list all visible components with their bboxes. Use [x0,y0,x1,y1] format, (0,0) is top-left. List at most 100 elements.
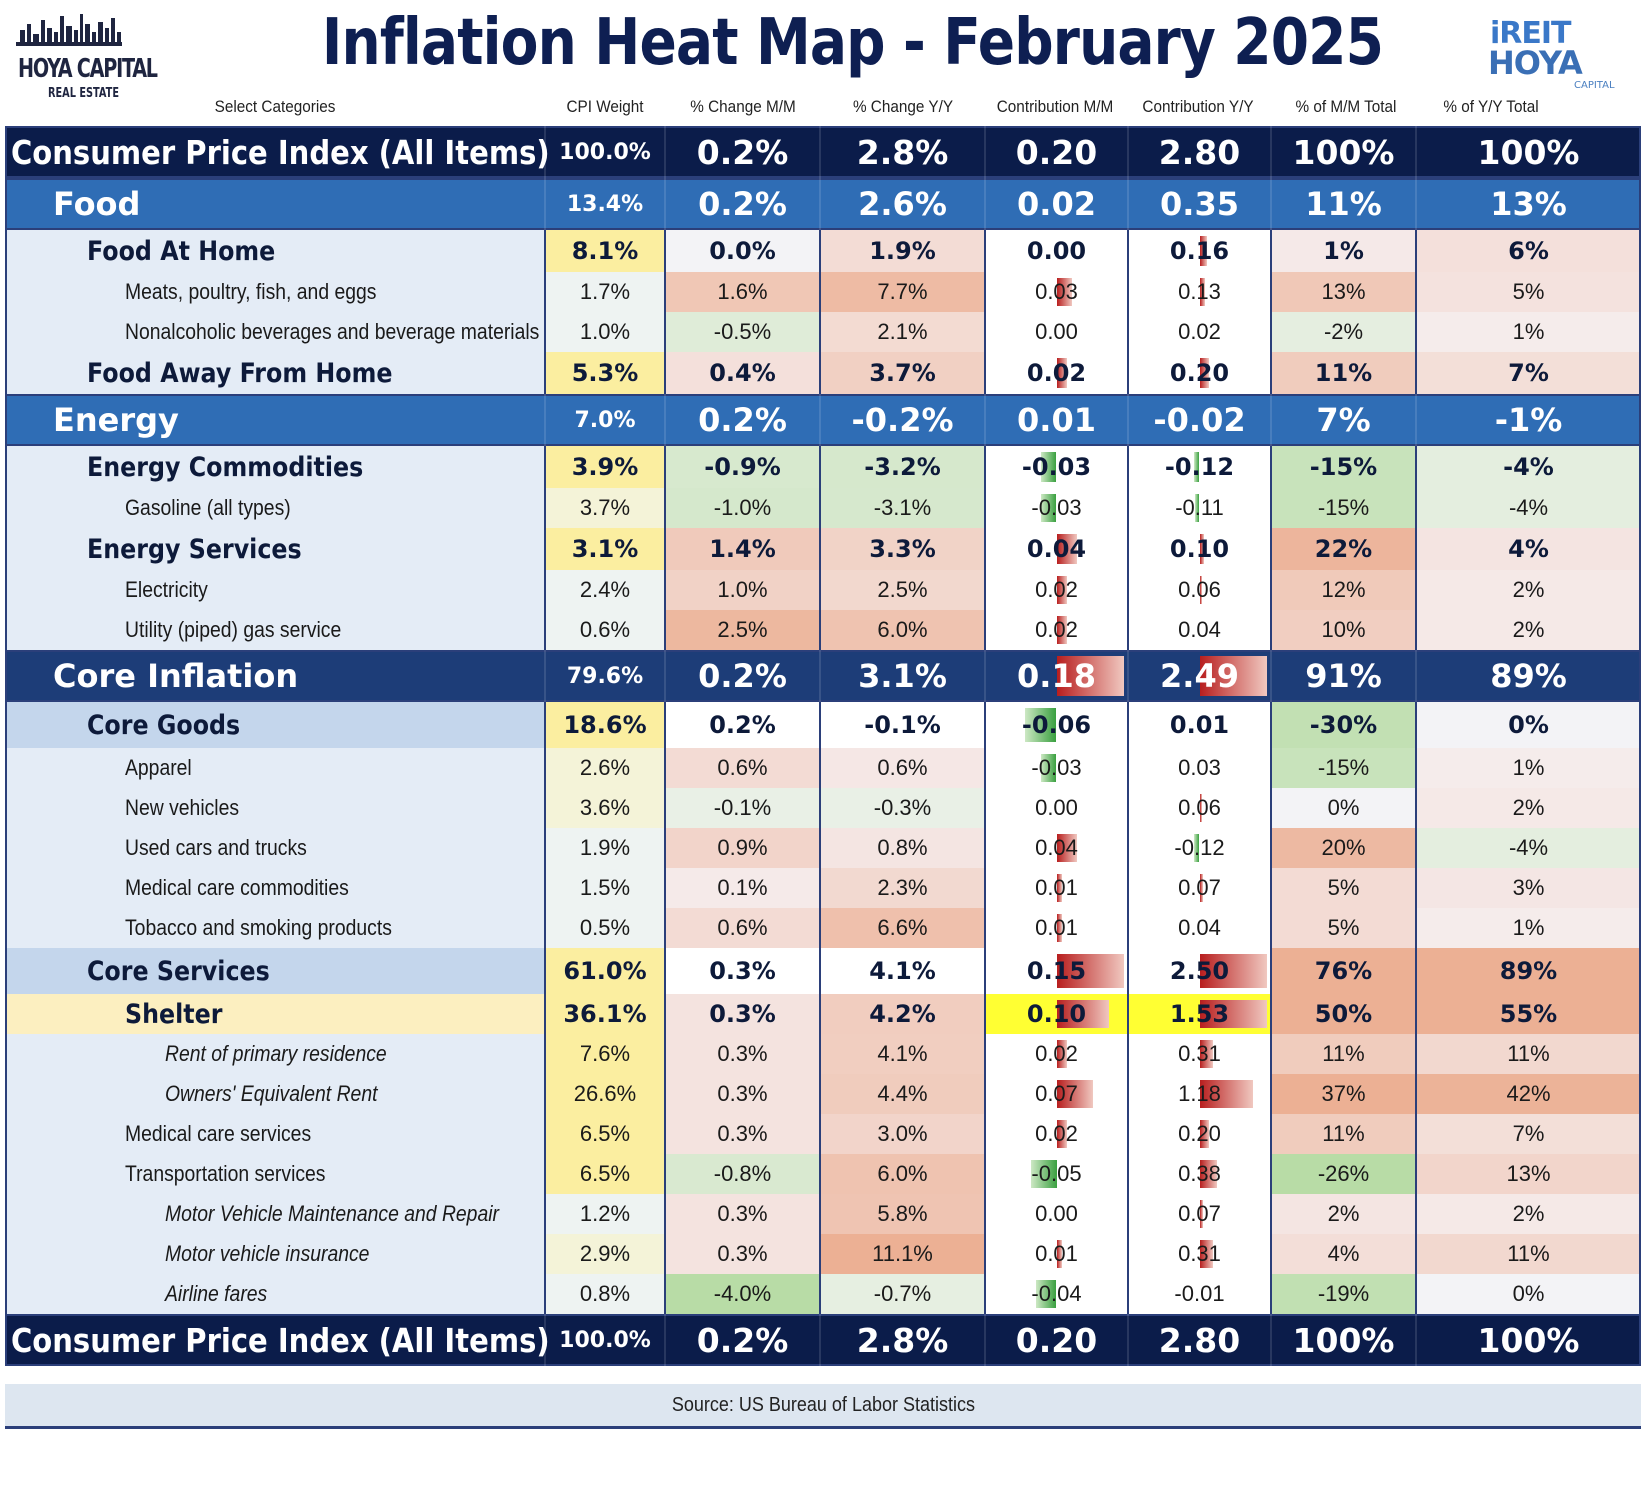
column-divider [1270,230,1272,272]
cell-value: 1% [1323,237,1364,265]
row-label: Medical care commodities [5,868,545,908]
cell-value: 13% [1490,185,1567,223]
category-label: Shelter [125,998,223,1030]
table-cell: -3.2% [820,446,985,488]
cell-value: -0.12 [1174,835,1225,860]
column-divider [1415,994,1417,1034]
column-divider [984,570,986,610]
column-divider [984,394,986,446]
table-cell: 2.8% [820,126,985,178]
table-cell: 89% [1416,948,1641,994]
contribution-bar [1199,278,1206,306]
table-cell: 4% [1416,528,1641,570]
table-cell: 0.38 [1128,1154,1271,1194]
table-cell: 12% [1271,570,1416,610]
table-cell: 2.6% [820,178,985,230]
table-cell: 0.02 [985,1034,1128,1074]
column-divider [664,272,666,312]
table-cell: 61.0% [545,948,665,994]
cell-value: 11% [1305,185,1382,223]
column-divider [664,994,666,1034]
logo-left-subtext: REAL ESTATE [48,86,120,101]
cell-value: 7.7% [877,279,928,304]
table-cell: 7.0% [545,394,665,446]
cell-value: 0.3% [717,1241,768,1266]
column-divider [1127,1074,1129,1114]
table-row: Motor vehicle insurance 2.9% 0.3% 11.1% 0.01… [5,1234,1641,1274]
contribution-bar [1199,1080,1253,1108]
column-divider [664,230,666,272]
table-cell: 8.1% [545,230,665,272]
cell-value: 100% [1292,1320,1395,1360]
table-cell: 100.0% [545,126,665,178]
row-label: Electricity [5,570,545,610]
table-cell: 4% [1271,1234,1416,1274]
table-cell: 22% [1271,528,1416,570]
cell-value: 0.6% [579,617,631,642]
cell-value: 89% [1490,657,1567,695]
table-cell: 0.02 [985,610,1128,650]
cell-value: 4.2% [869,1000,936,1028]
column-divider [1415,230,1417,272]
column-divider [544,230,546,272]
cell-value: 3.0% [877,1121,928,1146]
column-divider [1127,1194,1129,1234]
cell-value: 79.6% [566,663,644,689]
cell-value: 11% [1314,359,1373,387]
table-cell: -4% [1416,488,1641,528]
table-row: Meats, poultry, fish, and eggs 1.7% 1.6% 7.… [5,272,1641,312]
column-divider [1415,570,1417,610]
row-label: Energy Commodities [5,446,545,488]
column-divider [664,528,666,570]
column-divider [819,272,821,312]
column-divider [984,126,986,178]
column-divider [1415,272,1417,312]
logo-left-text: HOYA CAPITAL [18,54,158,84]
column-divider [1127,394,1129,446]
table-row: Tobacco and smoking products 0.5% 0.6% 6.6%… [5,908,1641,948]
table-cell: 4.1% [820,1034,985,1074]
cell-value: -15% [1317,495,1370,520]
column-divider [1127,788,1129,828]
column-divider [544,312,546,352]
column-divider [1415,1154,1417,1194]
table-cell: 0.04 [985,528,1128,570]
column-header: % of Y/Y Total [1443,97,1539,116]
column-divider [664,394,666,446]
cell-value: 1% [1512,319,1545,344]
cell-value: 3.1% [858,657,947,695]
column-header: Contribution Y/Y [1142,97,1254,116]
column-divider [984,650,986,702]
table-row: Consumer Price Index (All Items) 100.0% 0.… [5,126,1641,178]
table-cell: 0.10 [985,994,1128,1034]
cell-value: -1% [1494,401,1563,439]
cell-value: 1.4% [709,535,776,563]
column-divider [544,650,546,702]
column-divider [664,908,666,948]
table-cell: 2% [1416,570,1641,610]
cell-value: -15% [1309,453,1378,481]
cell-value: 0.15 [1026,957,1087,985]
column-divider [819,126,821,178]
table-cell: 0.02 [985,352,1128,394]
category-label: Transportation services [125,1161,326,1186]
table-cell: 0.3% [665,994,820,1034]
table-cell: -0.04 [985,1274,1128,1314]
column-divider [664,570,666,610]
cell-value: 5.8% [877,1201,928,1226]
column-divider [984,828,986,868]
cell-value: 20% [1321,835,1366,860]
category-label: Core Goods [87,709,241,741]
table-cell: 0.02 [985,570,1128,610]
column-divider [819,908,821,948]
table-cell: 0.5% [545,908,665,948]
column-divider [1270,178,1272,230]
contribution-bar [1199,358,1209,388]
cell-value: 0.06 [1178,577,1221,602]
table-cell: 1.6% [665,272,820,312]
category-label: Nonalcoholic beverages and beverage mate… [125,319,540,344]
cell-value: 13.4% [566,191,644,217]
column-divider [664,702,666,748]
column-divider [819,528,821,570]
table-cell: 4.1% [820,948,985,994]
